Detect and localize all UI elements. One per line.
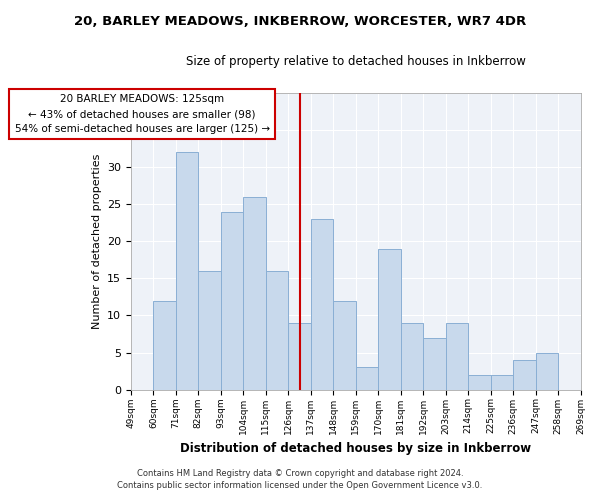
Bar [333, 300, 356, 390]
Y-axis label: Number of detached properties: Number of detached properties [92, 154, 101, 329]
Bar [468, 375, 491, 390]
Text: 20, BARLEY MEADOWS, INKBERROW, WORCESTER, WR7 4DR: 20, BARLEY MEADOWS, INKBERROW, WORCESTER… [74, 15, 526, 28]
Bar [311, 219, 333, 390]
X-axis label: Distribution of detached houses by size in Inkberrow: Distribution of detached houses by size … [180, 442, 531, 455]
Text: 20 BARLEY MEADOWS: 125sqm
← 43% of detached houses are smaller (98)
54% of semi-: 20 BARLEY MEADOWS: 125sqm ← 43% of detac… [14, 94, 270, 134]
Bar [199, 271, 221, 390]
Text: Contains HM Land Registry data © Crown copyright and database right 2024.
Contai: Contains HM Land Registry data © Crown c… [118, 468, 482, 490]
Bar [221, 212, 244, 390]
Bar [176, 152, 199, 390]
Bar [356, 368, 378, 390]
Bar [266, 271, 288, 390]
Title: Size of property relative to detached houses in Inkberrow: Size of property relative to detached ho… [186, 55, 526, 68]
Bar [536, 352, 558, 390]
Bar [288, 323, 311, 390]
Bar [423, 338, 446, 390]
Bar [401, 323, 423, 390]
Bar [378, 248, 401, 390]
Bar [513, 360, 536, 390]
Bar [446, 323, 468, 390]
Bar [244, 196, 266, 390]
Bar [491, 375, 513, 390]
Bar [154, 300, 176, 390]
